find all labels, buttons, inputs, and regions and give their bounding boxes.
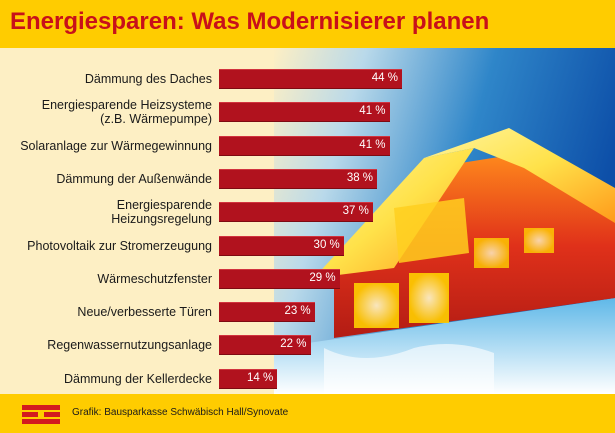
bar: 14 %: [219, 368, 278, 389]
bausparkasse-logo-icon: [20, 402, 62, 426]
source-caption: Grafik: Bausparkasse Schwäbisch Hall/Syn…: [72, 407, 289, 418]
category-label-line: Regenwassernutzungsanlage: [47, 338, 212, 353]
category-label: Regenwassernutzungsanlage: [47, 338, 212, 352]
category-label: Solaranlage zur Wärmegewinnung: [20, 139, 212, 153]
category-label-line: Dämmung der Kellerdecke: [64, 371, 212, 386]
footer-band: Grafik: Bausparkasse Schwäbisch Hall/Syn…: [0, 394, 615, 433]
category-label-line: Wärmeschutzfenster: [97, 271, 212, 286]
bar: 23 %: [219, 302, 315, 323]
bar-value-label: 38 %: [346, 171, 374, 184]
category-label: Wärmeschutzfenster: [97, 272, 212, 286]
bar-value-label: 22 %: [280, 338, 307, 351]
bar: 37 %: [219, 202, 373, 223]
category-label-line: Energiesparende Heizsysteme: [41, 98, 212, 113]
category-label: Energiesparende Heizungsregelung: [111, 198, 212, 226]
category-label: Energiesparende Heizsysteme (z.B. Wärmepu…: [42, 98, 212, 126]
category-label-line: Energiesparende: [116, 198, 212, 213]
bar-value-label: 29 %: [309, 271, 336, 284]
page-title: Energiesparen: Was Modernisierer planen: [10, 8, 490, 35]
category-label-line: Dämmung des Daches: [84, 72, 212, 86]
bar-value-label: 41 %: [359, 138, 386, 151]
bar: 44 %: [219, 69, 402, 89]
bar-value-label: 23 %: [284, 305, 311, 318]
bar: 41 %: [219, 102, 390, 123]
category-label-line: Photovoltaik zur Stromerzeugung: [27, 238, 212, 253]
category-label: Photovoltaik zur Stromerzeugung: [27, 239, 212, 253]
category-label-line: Heizungsregelung: [111, 212, 212, 227]
category-label-line: Neue/verbesserte Türen: [77, 305, 212, 320]
bar-value-label: 41 %: [359, 105, 386, 118]
category-label-line: (z.B. Wärmepumpe): [100, 112, 212, 127]
bar-value-label: 14 %: [247, 371, 274, 384]
bar: 30 %: [219, 235, 344, 256]
category-label: Dämmung der Kellerdecke: [64, 372, 212, 386]
bar: 22 %: [219, 335, 311, 356]
category-label-line: Dämmung der Außenwände: [56, 171, 212, 186]
bar: 29 %: [219, 268, 340, 289]
category-label: Dämmung der Außenwände: [56, 172, 212, 186]
bar: 41 %: [219, 135, 390, 156]
bar: 38 %: [219, 168, 378, 189]
bar-value-label: 44 %: [371, 72, 398, 84]
bar-value-label: 30 %: [313, 238, 340, 251]
bar-value-label: 37 %: [342, 205, 369, 218]
category-label: Neue/verbesserte Türen: [77, 305, 212, 319]
header-band: Energiesparen: Was Modernisierer planen: [0, 0, 615, 48]
category-label-line: Solaranlage zur Wärmegewinnung: [20, 138, 212, 153]
category-label: Dämmung des Daches: [85, 72, 212, 86]
